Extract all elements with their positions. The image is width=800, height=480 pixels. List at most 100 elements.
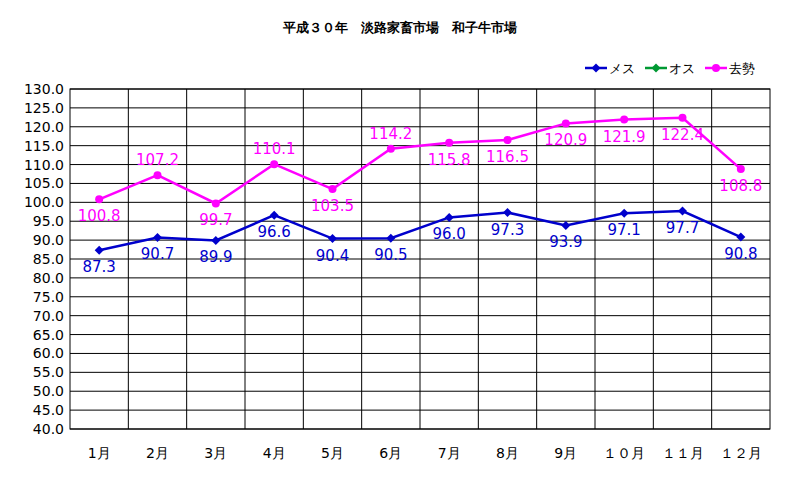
data-label: 90.5: [374, 246, 407, 264]
x-tick-label: 1月: [88, 445, 111, 461]
data-label: 87.3: [82, 258, 115, 276]
data-label: 110.1: [253, 140, 296, 158]
data-label: 103.5: [311, 197, 354, 215]
y-tick-label: 75.0: [33, 289, 64, 305]
x-tick-label: 6月: [379, 445, 402, 461]
series-line: [99, 211, 741, 250]
y-tick-label: 115.0: [24, 138, 64, 154]
category-divider: [653, 89, 654, 429]
legend-label: オス: [669, 61, 695, 76]
x-tick-label: 7月: [438, 445, 461, 461]
y-tick-label: 120.0: [24, 119, 64, 135]
category-divider: [245, 89, 246, 429]
y-tick-label: 85.0: [33, 251, 64, 267]
y-tick-label: 55.0: [33, 364, 64, 380]
point: [652, 64, 661, 73]
data-label: 107.2: [136, 151, 179, 169]
point: [504, 136, 512, 144]
y-tick-label: 130.0: [24, 81, 64, 97]
data-label: 96.0: [432, 225, 465, 243]
y-tick-label: 60.0: [33, 345, 64, 361]
y-tick-label: 95.0: [33, 213, 64, 229]
data-label: 89.9: [199, 248, 232, 266]
data-label: 115.8: [428, 151, 471, 169]
data-label: 90.8: [724, 245, 757, 263]
y-tick-label: 70.0: [33, 308, 64, 324]
x-tick-label: １０月: [603, 445, 645, 461]
legend-label: メス: [609, 61, 635, 76]
plot-frame: [70, 89, 770, 429]
data-label: 122.4: [661, 126, 704, 144]
x-tick-label: 5月: [321, 445, 344, 461]
data-label: 90.4: [316, 247, 349, 265]
data-label: 97.1: [607, 221, 640, 239]
x-tick-label: １２月: [720, 445, 762, 461]
data-label: 96.6: [257, 223, 290, 241]
category-divider: [478, 89, 479, 429]
x-tick-label: １１月: [662, 445, 704, 461]
y-tick-label: 45.0: [33, 402, 64, 418]
y-tick-label: 110.0: [24, 157, 64, 173]
data-label: 99.7: [199, 211, 232, 229]
point: [503, 208, 512, 217]
plot-area: [70, 89, 770, 429]
point: [329, 185, 337, 193]
point: [561, 221, 570, 230]
point: [154, 171, 162, 179]
data-labels: 87.3 90.7 89.9 96.6 90.4 90.5 96.0 97.3 93.9 97.1…: [78, 125, 763, 277]
data-label: 97.7: [666, 219, 699, 237]
point: [95, 195, 103, 203]
x-tick-label: 9月: [554, 445, 577, 461]
category-divider: [128, 89, 129, 429]
point: [712, 64, 720, 72]
y-tick-label: 50.0: [33, 383, 64, 399]
x-tick-label: 4月: [263, 445, 286, 461]
x-tick-label: 2月: [146, 445, 169, 461]
category-divider: [536, 89, 537, 429]
legend: メス オス 去勢: [585, 61, 755, 76]
point: [386, 234, 395, 243]
point: [620, 116, 628, 124]
y-tick-label: 80.0: [33, 270, 64, 286]
point: [387, 145, 395, 153]
point: [620, 209, 629, 218]
y-tick-label: 40.0: [33, 421, 64, 437]
x-tick-label: 8月: [496, 445, 519, 461]
y-tick-label: 65.0: [33, 327, 64, 343]
point: [445, 213, 454, 222]
point: [562, 119, 570, 127]
data-label: 108.8: [719, 177, 762, 195]
data-label: 100.8: [78, 207, 121, 225]
point: [270, 211, 279, 220]
point: [153, 233, 162, 242]
data-label: 116.5: [486, 148, 529, 166]
point: [328, 234, 337, 243]
point: [679, 114, 687, 122]
data-label: 121.9: [603, 128, 646, 146]
y-tick-label: 105.0: [24, 175, 64, 191]
point: [212, 199, 220, 207]
data-label: 97.3: [491, 221, 524, 239]
legend-label: 去勢: [729, 61, 755, 76]
y-tick-label: 90.0: [33, 232, 64, 248]
point: [211, 236, 220, 245]
point: [95, 246, 104, 255]
data-label: 93.9: [549, 233, 582, 251]
data-label: 90.7: [141, 245, 174, 263]
point: [592, 64, 601, 73]
y-tick-label: 100.0: [24, 194, 64, 210]
title: 平成３０年 淡路家畜市場 和子牛市場: [282, 20, 517, 35]
series-line: [99, 118, 741, 204]
y-tick-label: 125.0: [24, 100, 64, 116]
point: [678, 207, 687, 216]
category-divider: [303, 89, 304, 429]
data-label: 114.2: [369, 125, 412, 143]
chart: 平成３０年 淡路家畜市場 和子牛市場 40.0 45.0 50.0 55.0 60.0 65…: [0, 0, 800, 480]
point: [445, 139, 453, 147]
category-divider: [595, 89, 596, 429]
category-divider: [420, 89, 421, 429]
point: [737, 165, 745, 173]
point: [736, 233, 745, 242]
x-tick-label: 3月: [204, 445, 227, 461]
category-divider: [186, 89, 187, 429]
